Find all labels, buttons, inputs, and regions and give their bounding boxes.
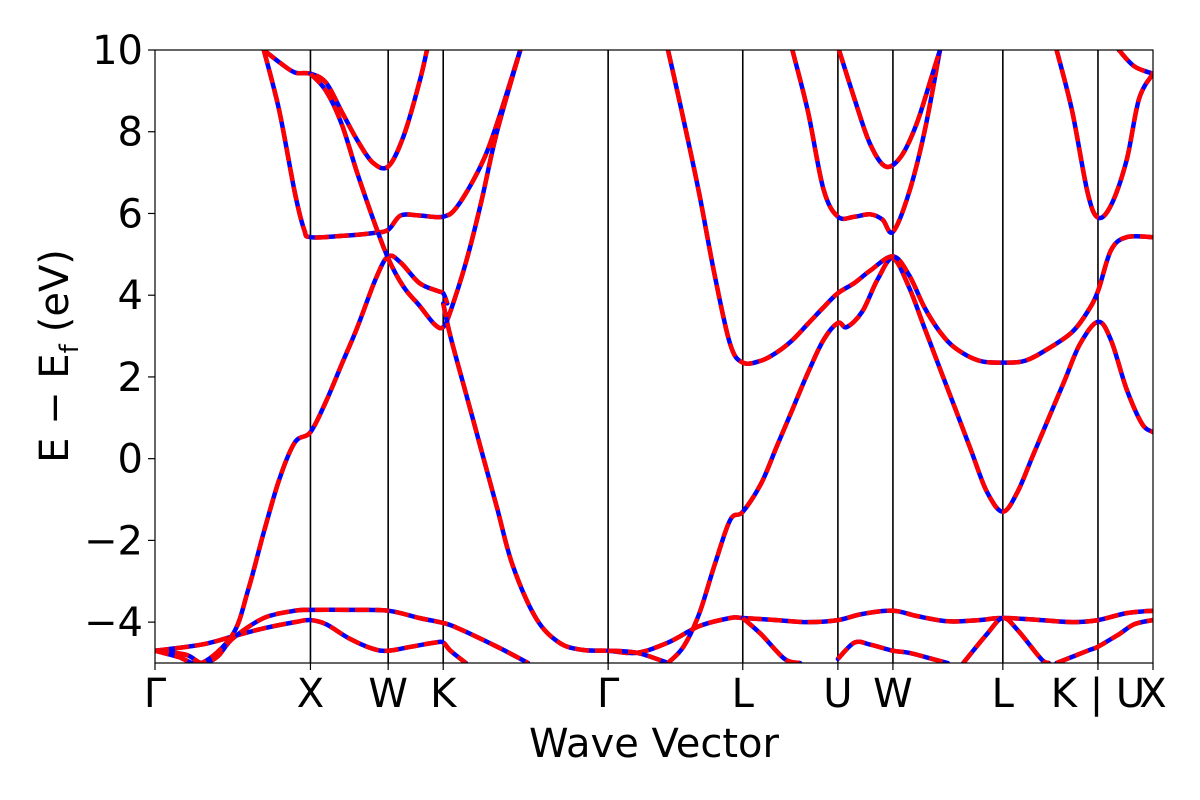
high-symmetry-lines — [309, 50, 1099, 663]
x-tick-label: W — [873, 671, 913, 717]
band-line-dashed — [607, 648, 669, 663]
y-tick-label: 8 — [118, 110, 143, 156]
band-line-dashed — [261, 50, 523, 240]
y-axis-label-main: E − E — [32, 353, 78, 463]
x-tick-label: W — [368, 671, 408, 717]
y-axis-label: E − Ef (eV) — [32, 249, 85, 463]
y-tick-label: 2 — [118, 355, 143, 401]
plot-frame — [154, 49, 1154, 664]
y-tick-label: −4 — [84, 600, 143, 646]
y-axis-label-subscript: f — [55, 343, 85, 353]
band-line-dashed — [262, 50, 430, 171]
band-line-dashed — [836, 639, 949, 663]
y-tick-label: 6 — [118, 191, 143, 237]
y-tick-label: 10 — [92, 28, 143, 74]
x-tick-label: X — [1139, 671, 1166, 717]
y-axis-label-unit: (eV) — [32, 249, 78, 332]
plot-area — [155, 50, 1153, 663]
band-line-dashed — [155, 253, 450, 663]
x-tick-label: K — [430, 671, 458, 717]
y-axis-ticks: −4 −2 0 2 4 6 8 10 — [84, 28, 155, 646]
band-line-dashed — [665, 50, 1153, 366]
x-axis-label: Wave Vector — [529, 721, 780, 767]
x-tick-label: U — [823, 671, 852, 717]
band-line-dashed — [961, 615, 1050, 663]
band-line-dashed — [308, 50, 523, 331]
y-tick-label: −2 — [84, 518, 143, 564]
x-tick-label: Γ — [597, 671, 620, 717]
band-line-dashed — [441, 302, 1153, 656]
band-line-dashed — [836, 50, 943, 170]
x-tick-label: L — [732, 671, 755, 717]
band-line-dashed — [1055, 617, 1153, 663]
band-line-dashed — [1117, 50, 1153, 76]
band-line-dashed — [1054, 50, 1153, 221]
x-tick-label: X — [297, 671, 324, 717]
y-tick-label: 4 — [118, 273, 143, 319]
x-tick-label: L — [992, 671, 1015, 717]
band-line-dashed — [666, 256, 1153, 663]
x-tick-label: K | U — [1051, 671, 1145, 717]
band-line-dashed — [790, 50, 943, 236]
y-tick-label: 0 — [118, 437, 143, 483]
x-tick-label: Γ — [144, 671, 167, 717]
